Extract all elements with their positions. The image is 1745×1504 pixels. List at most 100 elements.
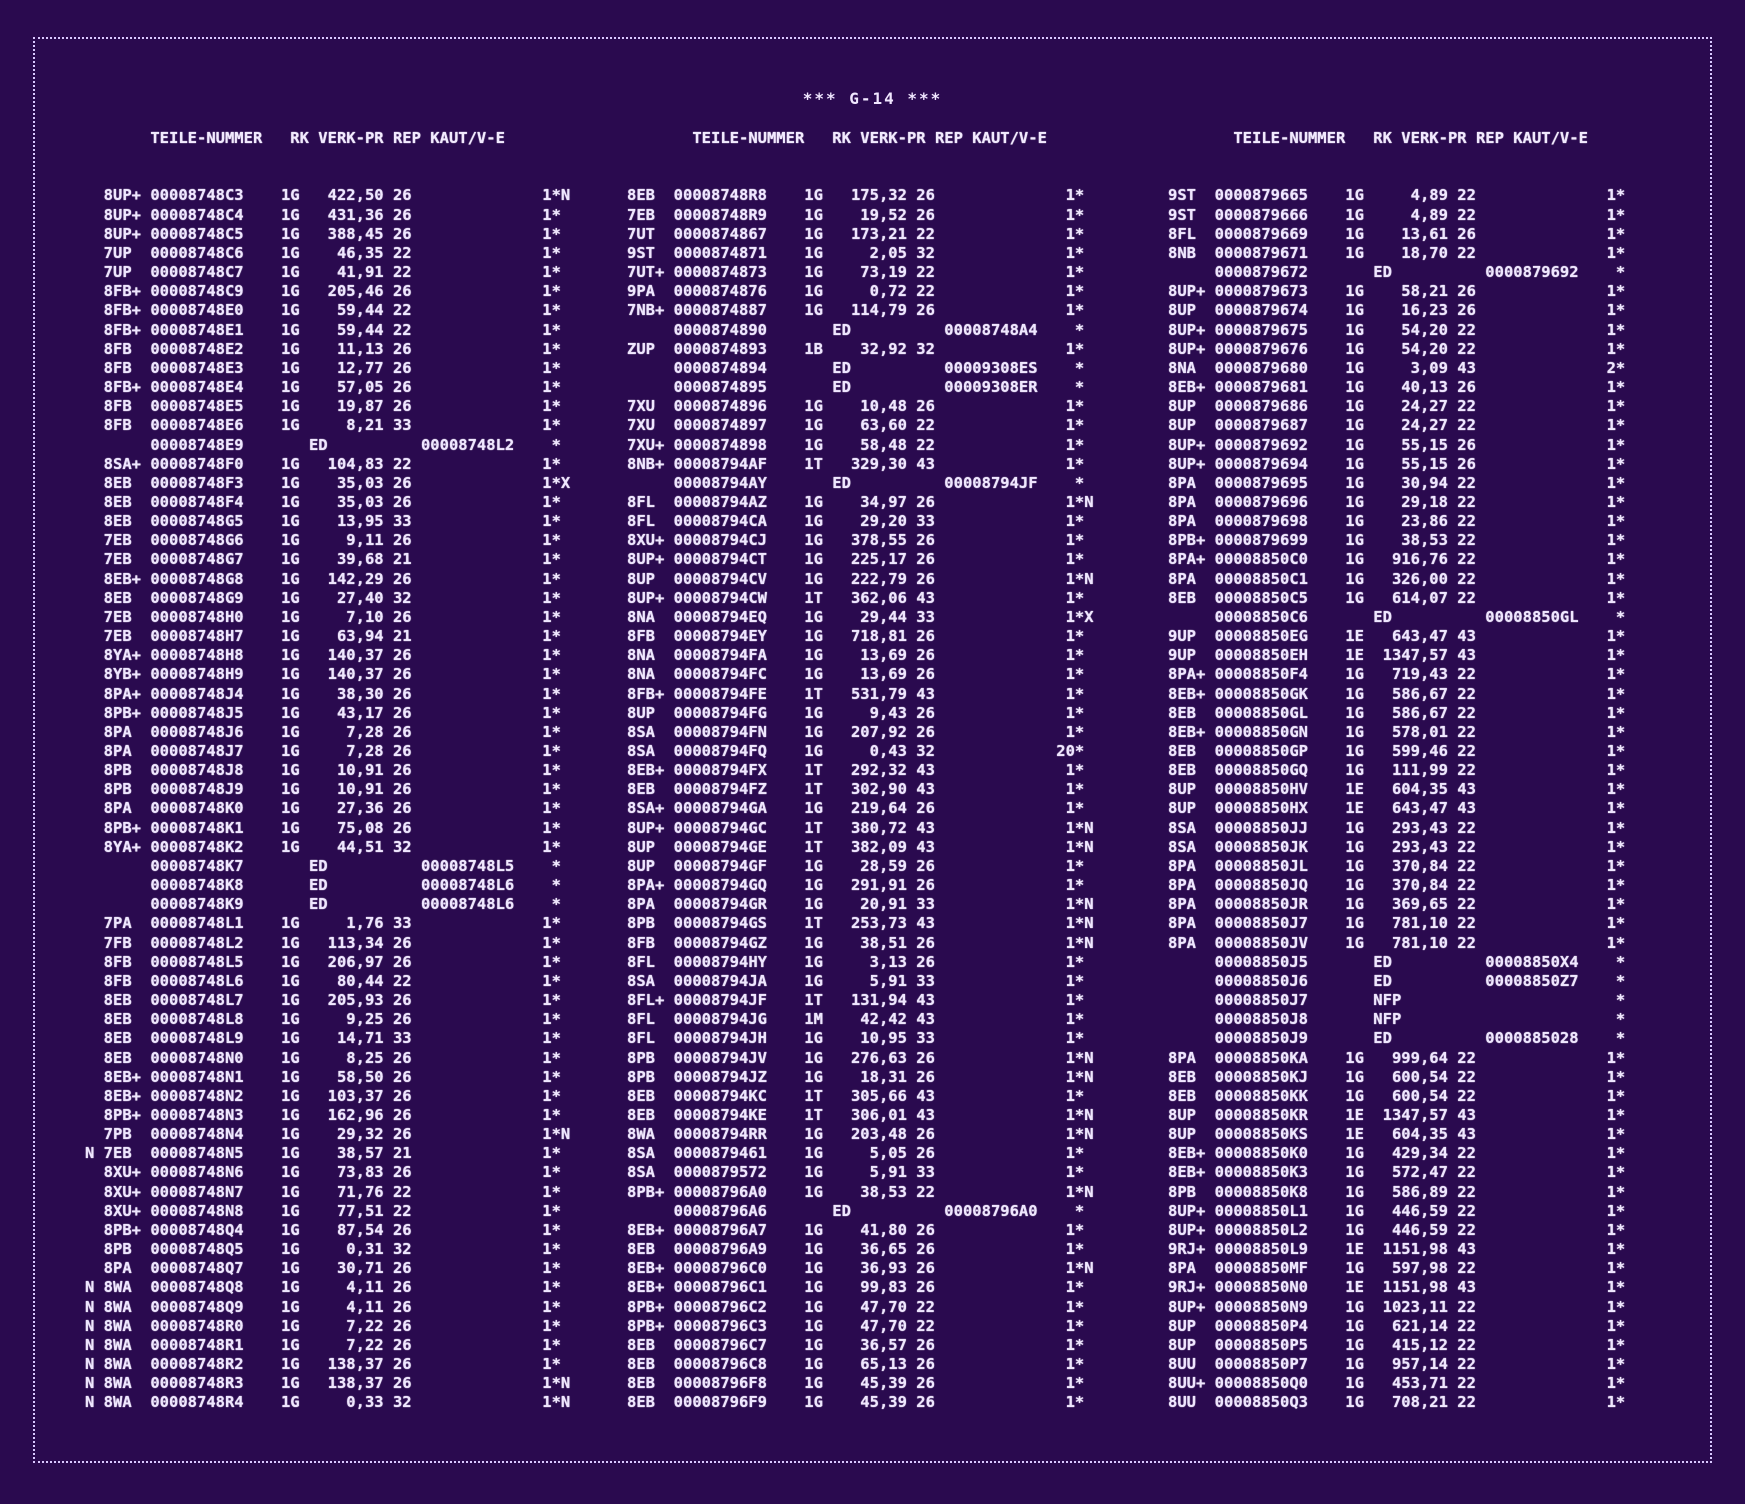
table-row: 00008794AY ED 00008794JF * [627,473,1085,492]
table-row: 8FB+ 00008748E1 1G 59,44 22 1* [85,320,561,339]
table-row: 8UP 00008794GE 1T 382,09 43 1*N [627,837,1094,856]
table-row: 8EB+ 00008796C1 1G 99,83 26 1* [627,1278,1085,1297]
table-row: 8EB 00008794FZ 1T 302,90 43 1* [627,780,1085,799]
table-row: 8UP 00008850P4 1G 621,14 22 1* [1168,1316,1626,1335]
table-row [627,148,1094,167]
table-row: 8YA+ 00008748H8 1G 140,37 26 1* [85,646,561,665]
table-row: 8EB+ 00008850GK 1G 586,67 22 1* [1168,684,1626,703]
table-row: 8UP+ 00008794GC 1T 380,72 43 1*N [627,818,1094,837]
table-row: 8EB+ 00008850GN 1G 578,01 22 1* [1168,722,1626,741]
table-row: 9RJ+ 00008850N0 1E 1151,98 43 1* [1168,1278,1626,1297]
table-row: 8EB 00008748L7 1G 205,93 26 1* [85,991,561,1010]
table-row: 8NA 0000879680 1G 3,09 43 2* [1168,358,1626,377]
table-row: 8FB 00008748E5 1G 19,87 26 1* [85,397,561,416]
table-row: 8PB+ 00008748Q4 1G 87,54 26 1* [85,1220,561,1239]
table-row: 8UU 00008850P7 1G 957,14 22 1* [1168,1355,1626,1373]
table-row: 8EB+ 00008850K3 1G 572,47 22 1* [1168,1163,1626,1182]
table-row: 9UP 00008850EH 1E 1347,57 43 1* [1168,646,1626,665]
table-row: 8UP+ 00008794CW 1T 362,06 43 1* [627,588,1085,607]
table-row: 8FB 00008748L5 1G 206,97 26 1* [85,952,561,971]
table-row: 8UP 0000879674 1G 16,23 26 1* [1168,301,1626,320]
table-row: 8XU+ 00008794CJ 1G 378,55 26 1* [627,531,1085,550]
table-row: 8UP+ 0000879694 1G 55,15 26 1* [1168,454,1626,473]
table-row: 8PA 00008850C1 1G 326,00 22 1* [1168,569,1626,588]
table-row: 8EB 00008796C8 1G 65,13 26 1* [627,1355,1085,1373]
table-row: 8UP 0000879687 1G 24,27 22 1* [1168,416,1626,435]
table-row: 8SA 00008850JJ 1G 293,43 22 1* [1168,818,1626,837]
table-row: 8UP+ 00008794CT 1G 225,17 26 1* [627,550,1085,569]
table-row: 8PA 00008748J6 1G 7,28 26 1* [85,722,561,741]
table-row: 00008748K8 ED 00008748L6 * [85,876,561,895]
table-row: 7EB 00008748R9 1G 19,52 26 1* [627,205,1085,224]
table-row: 0000874894 ED 00009308ES * [627,358,1085,377]
table-row: 8PA 0000879695 1G 30,94 22 1* [1168,473,1626,492]
table-row: 8UP 00008850KR 1E 1347,57 43 1* [1168,1105,1626,1124]
table-row: 8EB+ 00008796C0 1G 36,93 26 1*N [627,1259,1094,1278]
table-row: 8UP 00008850HV 1E 604,35 43 1* [1168,780,1626,799]
table-row: 8SA+ 00008748F0 1G 104,83 22 1* [85,454,561,473]
table-row: N 8WA 00008748R0 1G 7,22 26 1* [85,1316,561,1335]
table-row: 8PA 00008850JL 1G 370,84 22 1* [1168,856,1626,875]
table-row: 9ST 0000879665 1G 4,89 22 1* [1168,186,1626,205]
table-row: 7NB+ 0000874887 1G 114,79 26 1* [627,301,1085,320]
table-row [85,167,570,186]
table-row: 00008850J9 ED 0000885028 * [1168,1029,1626,1048]
table-row: 7XU 0000874897 1G 63,60 22 1* [627,416,1085,435]
table-row: 8EB 00008850GL 1G 586,67 22 1* [1168,703,1626,722]
table-row: 8EB+ 00008794FX 1T 292,32 43 1* [627,761,1085,780]
table-row: 8PB 00008794JZ 1G 18,31 26 1*N [627,1067,1094,1086]
table-row: 8PB+ 00008748K1 1G 75,08 26 1* [85,818,561,837]
table-row [1168,167,1625,186]
table-row: 8UU 00008850Q3 1G 708,21 22 1* [1168,1393,1626,1412]
table-row: 8UP 00008794GF 1G 28,59 26 1* [627,856,1085,875]
table-row: 8EB 00008850C5 1G 614,07 22 1* [1168,588,1626,607]
table-row: N 7EB 00008748N5 1G 38,57 21 1* [85,1144,561,1163]
table-row: 8PA 00008850JV 1G 781,10 22 1* [1168,933,1626,952]
table-row: 00008850C6 ED 00008850GL * [1168,607,1626,626]
table-row: 8UP 00008850HX 1E 643,47 43 1* [1168,799,1626,818]
listing-column-3: TEILE-NUMMER RK VERK-PR REP KAUT/V-E 9ST… [1168,129,1625,1412]
table-row: 8EB 00008796A9 1G 36,65 26 1* [627,1240,1085,1259]
table-row: 8EB 00008794KC 1T 305,66 43 1* [627,1086,1085,1105]
table-row: 9UP 00008850EG 1E 643,47 43 1* [1168,627,1626,646]
table-row: 7UT 0000874867 1G 173,21 22 1* [627,224,1085,243]
table-row: 8EB 00008748R8 1G 175,32 26 1* [627,186,1085,205]
table-row: 8SA 0000879572 1G 5,91 33 1* [627,1163,1085,1182]
table-row: 8UP+ 00008748C5 1G 388,45 26 1* [85,224,561,243]
table-row: 8EB 00008794KE 1T 306,01 43 1*N [627,1105,1094,1124]
table-row: 8PA 0000879696 1G 29,18 22 1* [1168,492,1626,511]
table-row: 8SA 0000879461 1G 5,05 26 1* [627,1144,1085,1163]
table-row: 8UP+ 0000879676 1G 54,20 22 1* [1168,339,1626,358]
table-row: 8EB 00008748F3 1G 35,03 26 1*X [85,473,571,492]
table-row: 00008850J6 ED 00008850Z7 * [1168,971,1626,990]
table-row: 8PB 00008794JV 1G 276,63 26 1*N [627,1048,1094,1067]
table-row: 8PA 00008850J7 1G 781,10 22 1* [1168,914,1626,933]
table-row: 8UP+ 0000879692 1G 55,15 26 1* [1168,435,1626,454]
printout-frame: *** G-14 *** TEILE-NUMMER RK VERK-PR REP… [33,37,1712,1463]
table-row: 8FB+ 00008748E4 1G 57,05 26 1* [85,378,561,397]
table-row: 8FL+ 00008794JF 1T 131,94 43 1* [627,991,1085,1010]
table-row: 8PA 00008850KA 1G 999,64 22 1* [1168,1048,1626,1067]
table-row: 8PB+ 00008796C3 1G 47,70 22 1* [627,1316,1085,1335]
table-row: 7UP 00008748C7 1G 41,91 22 1* [85,263,561,282]
table-row: 8EB 00008850KJ 1G 600,54 22 1* [1168,1067,1626,1086]
table-row: 8PB 00008748Q5 1G 0,31 32 1* [85,1240,561,1259]
table-row: 8NA 00008794EQ 1G 29,44 33 1*X [627,607,1094,626]
table-row: 8EB 00008748L9 1G 14,71 33 1* [85,1029,561,1048]
table-row: 8PB+ 00008748J5 1G 43,17 26 1* [85,703,561,722]
table-row: 7XU 0000874896 1G 10,48 26 1* [627,397,1085,416]
table-row: 8PA+ 00008794GQ 1G 291,91 26 1* [627,876,1085,895]
table-row: 8UP 00008794CV 1G 222,79 26 1*N [627,569,1094,588]
table-row: 8NA 00008794FA 1G 13,69 26 1* [627,646,1085,665]
table-row: 8FL 00008794JG 1M 42,42 43 1* [627,1010,1085,1029]
table-row: 8UP+ 00008850L1 1G 446,59 22 1* [1168,1201,1626,1220]
table-row: 8FB 00008748L6 1G 80,44 22 1* [85,971,561,990]
table-row: 8PA+ 00008850F4 1G 719,43 22 1* [1168,665,1626,684]
table-row: 8UP+ 00008850L2 1G 446,59 22 1* [1168,1220,1626,1239]
table-row: 8EB 00008850GP 1G 599,46 22 1* [1168,742,1626,760]
table-row: 8PB 00008748J8 1G 10,91 26 1* [85,761,561,780]
table-row: 8FB 00008794GZ 1G 38,51 26 1*N [627,933,1094,952]
table-row: 8UU+ 00008850Q0 1G 453,71 22 1* [1168,1374,1626,1393]
table-row: 0000874895 ED 00009308ER * [627,378,1085,397]
table-row: 8SA 00008794FQ 1G 0,43 32 20* [627,742,1085,760]
